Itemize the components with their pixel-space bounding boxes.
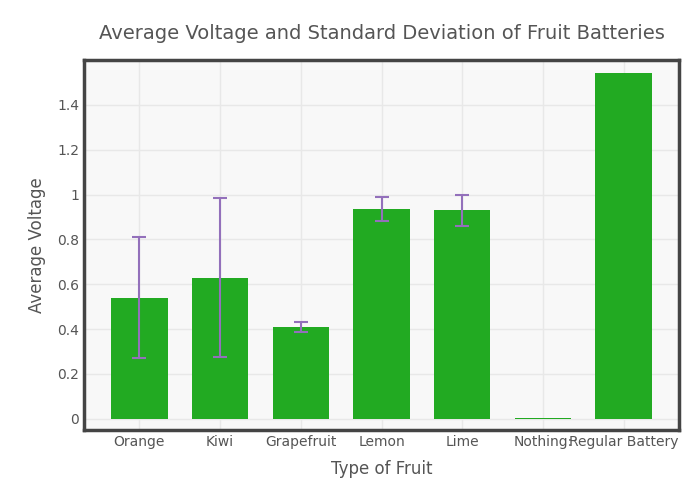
- X-axis label: Type of Fruit: Type of Fruit: [330, 460, 433, 478]
- Bar: [272, 327, 329, 419]
- Title: Average Voltage and Standard Deviation of Fruit Batteries: Average Voltage and Standard Deviation o…: [99, 24, 664, 43]
- Bar: [111, 298, 167, 419]
- Bar: [514, 418, 571, 419]
- Bar: [434, 210, 491, 419]
- Bar: [596, 74, 652, 419]
- Bar: [192, 278, 248, 419]
- Y-axis label: Average Voltage: Average Voltage: [28, 177, 46, 313]
- Bar: [354, 209, 410, 419]
